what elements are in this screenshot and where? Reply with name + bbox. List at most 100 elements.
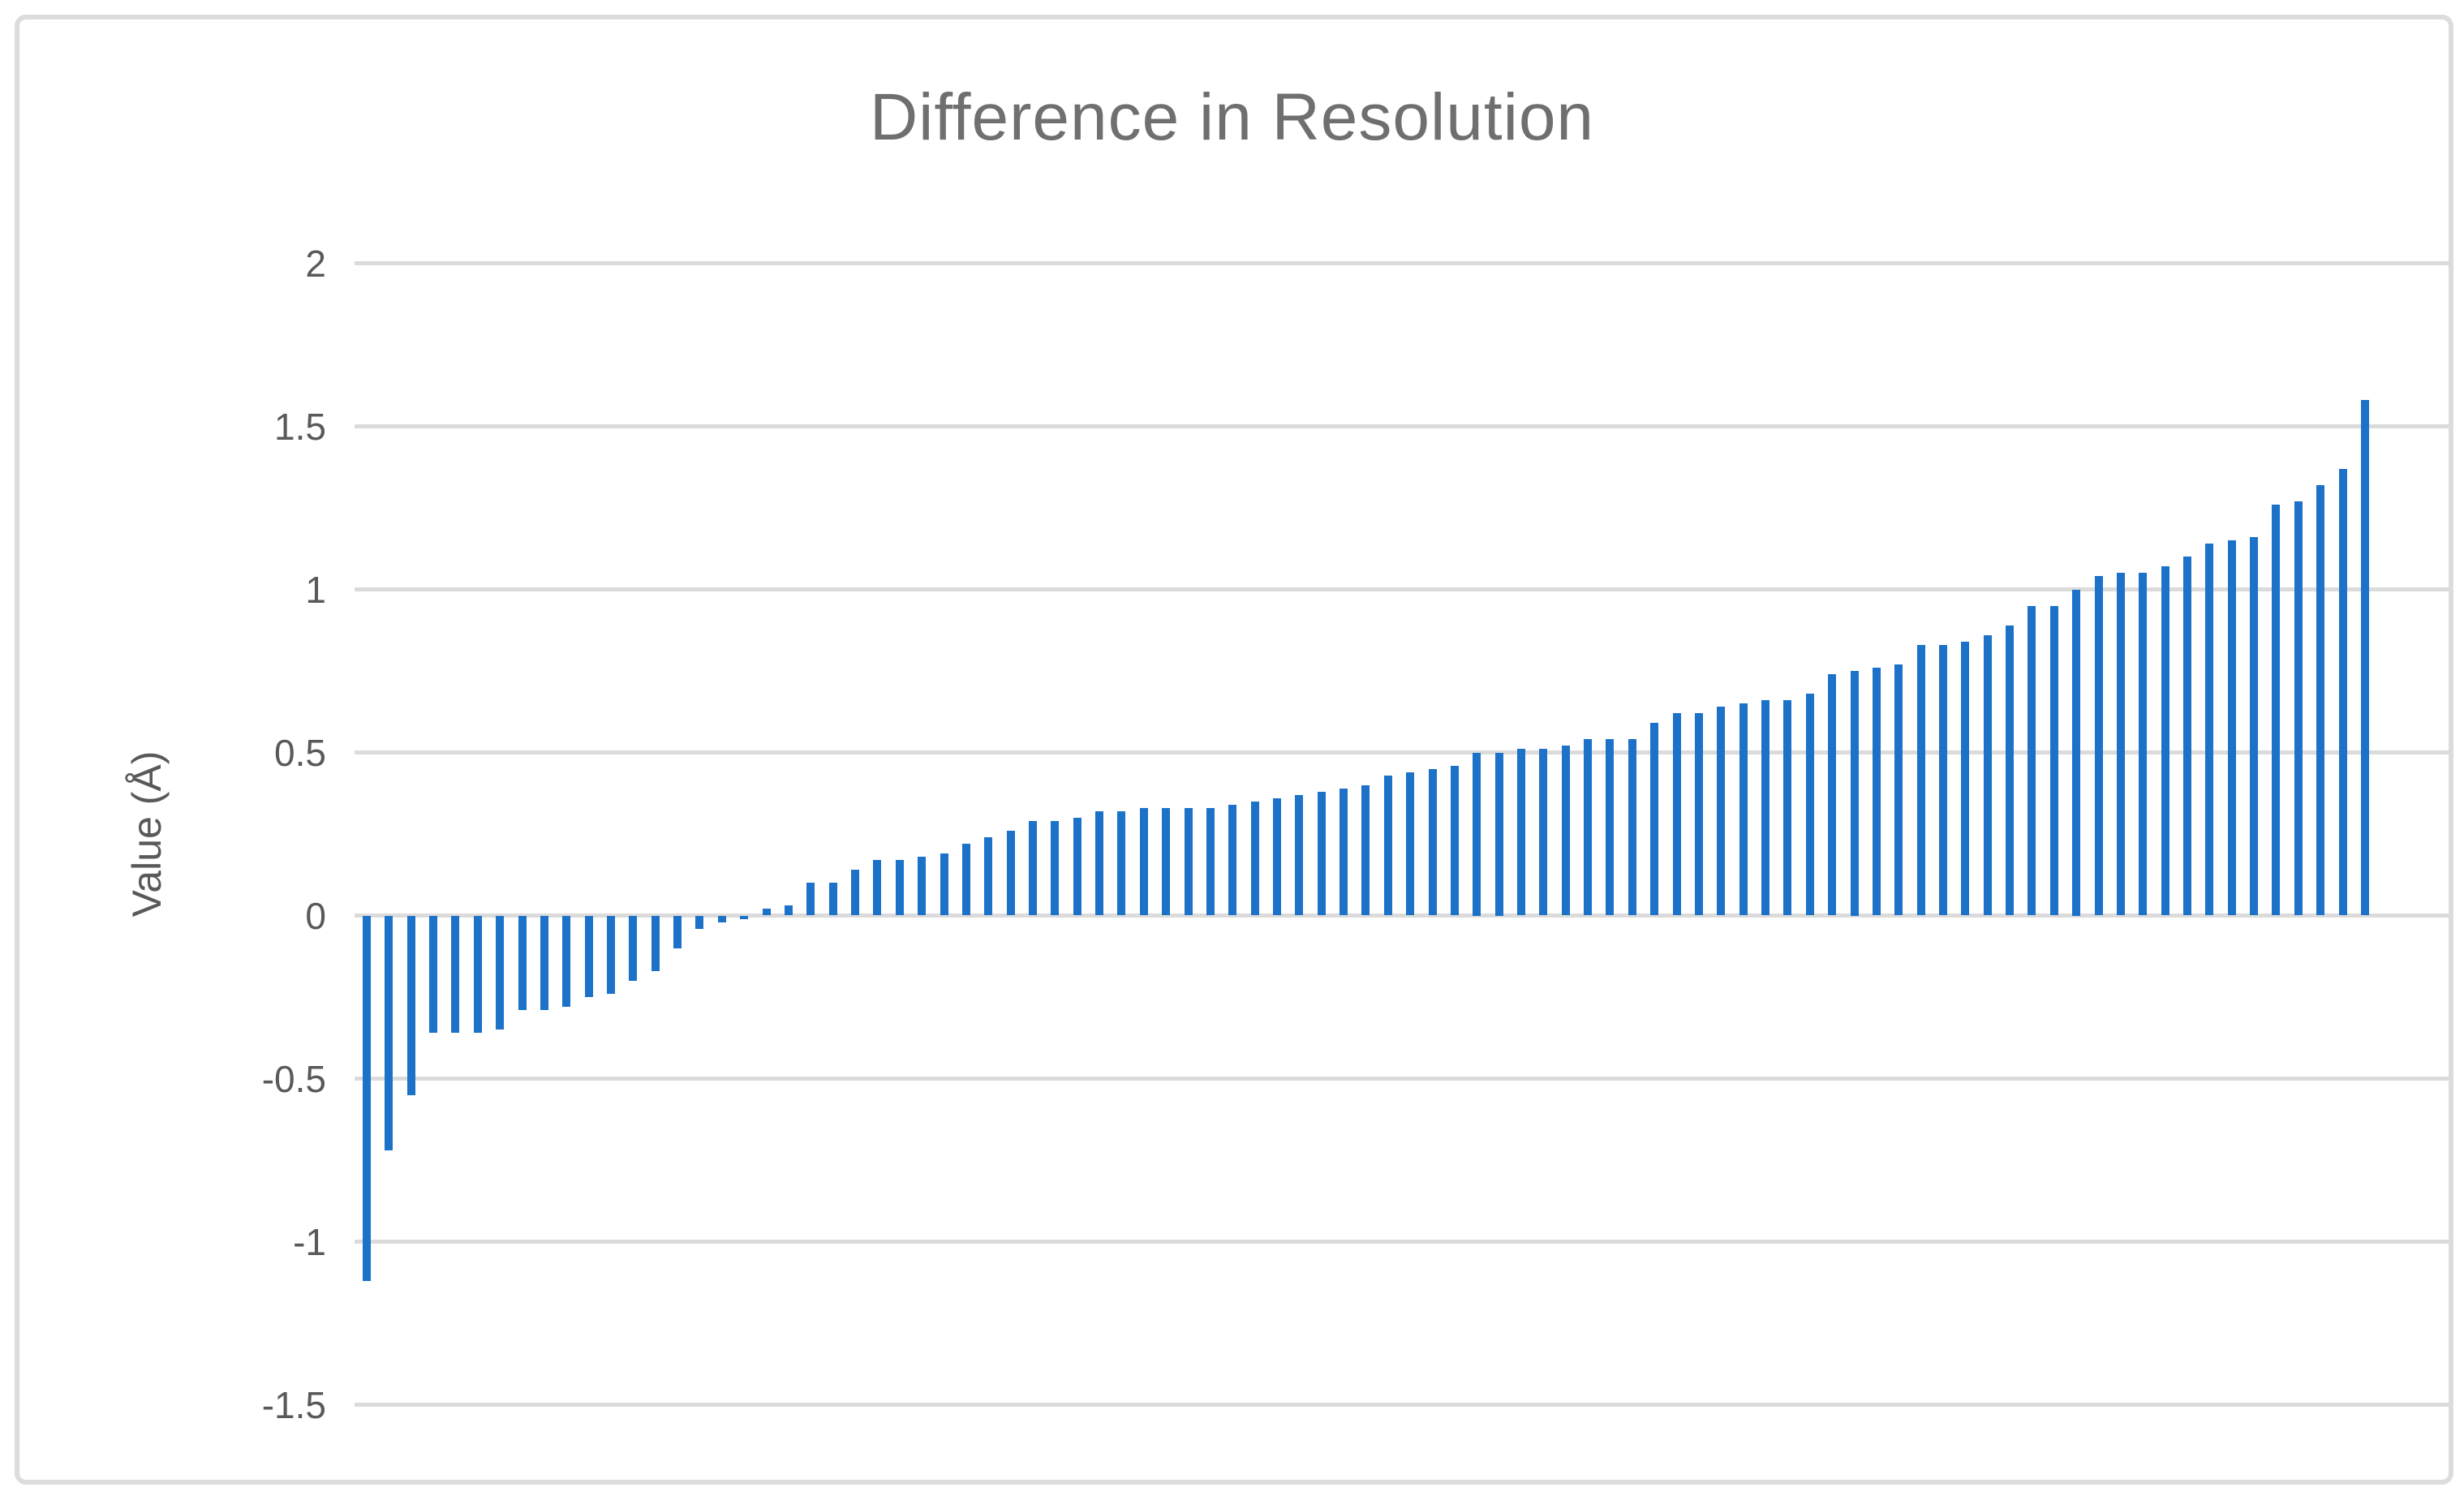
bar [961,844,970,916]
bar [1428,768,1437,916]
y-tick-label: -1 [293,1220,326,1263]
bar [1006,830,1015,916]
bar [1162,807,1171,916]
bar [1894,664,1903,916]
gridline-y--1 [355,1240,2450,1244]
bar [473,915,482,1034]
gridline-y-0.5 [355,750,2450,754]
bar [918,857,927,916]
bar [1872,667,1881,916]
bar [385,915,393,1150]
bar [607,915,616,994]
bar [851,870,860,916]
bar [1073,817,1081,916]
bar [1628,739,1636,916]
bar [940,853,948,916]
bar [2360,400,2369,916]
bar [984,837,993,916]
bar [518,915,527,1011]
bar [784,905,793,916]
bar [1295,794,1304,916]
y-tick-label: 2 [305,242,326,285]
y-tick-label: 0 [305,894,326,937]
bar [1361,785,1370,916]
bar [1139,807,1148,916]
bar [740,915,749,919]
bar [629,915,638,981]
bar [1672,713,1681,916]
bar [1938,644,1947,916]
chart-title: Difference in Resolution [869,80,1595,154]
bar [1317,791,1326,916]
bar [1828,674,1837,916]
y-tick-label: 1.5 [274,405,326,448]
bar [363,915,371,1281]
bar [2139,573,2148,916]
bar [1250,801,1259,916]
bar [1561,746,1570,916]
bar [2094,576,2103,916]
bar [1206,807,1215,916]
bar [828,883,837,916]
bar [1450,765,1459,916]
bar [1228,804,1237,916]
bar [1340,788,1348,916]
bar [562,915,571,1008]
bar [451,915,460,1034]
bar [2161,566,2169,916]
bar [1051,820,1060,916]
bar [806,883,815,916]
bar [717,915,726,922]
bar [2250,537,2259,916]
gridline-y-1 [355,587,2450,591]
y-axis-title: Value (Å) [124,750,170,918]
y-tick-label: -0.5 [261,1057,326,1100]
bar [1916,644,1925,916]
bar [1273,797,1281,916]
bar [1406,772,1415,916]
bar [2116,573,2125,916]
bar [651,915,660,971]
bar [1494,752,1503,916]
bar [406,915,415,1095]
bar [1539,749,1548,916]
bar [1606,739,1615,916]
y-tick-label: 1 [305,568,326,611]
bar [1473,752,1481,916]
gridline-y--1.5 [355,1403,2450,1407]
bar [873,860,882,916]
bar [1117,810,1126,916]
bar [1383,775,1392,916]
bar [1584,739,1593,916]
bar [2272,504,2281,916]
bar [1783,700,1792,916]
bar [2294,501,2303,916]
bar [1095,810,1104,916]
bar [1717,707,1726,916]
bar [762,909,771,916]
y-tick-label: -1.5 [261,1383,326,1426]
bar [2205,544,2214,916]
bar [584,915,593,997]
bar [1184,807,1193,916]
bar [1983,634,1992,916]
gridline-y-1.5 [355,424,2450,428]
bar [2006,625,2015,916]
gridline-y-2 [355,261,2450,265]
bar [2072,589,2081,916]
bar [1761,700,1770,916]
bar [1961,641,1970,916]
bar [2183,557,2191,916]
chart-outer-border [15,15,2453,1485]
bar [496,915,505,1030]
bar [895,860,904,916]
bar [2028,605,2036,916]
bar [1517,749,1526,916]
bar [1650,723,1659,916]
bar [1739,703,1748,916]
bar [429,915,438,1034]
bar [2338,468,2347,916]
bar [1805,694,1814,916]
gridline-y--0.5 [355,1077,2450,1081]
